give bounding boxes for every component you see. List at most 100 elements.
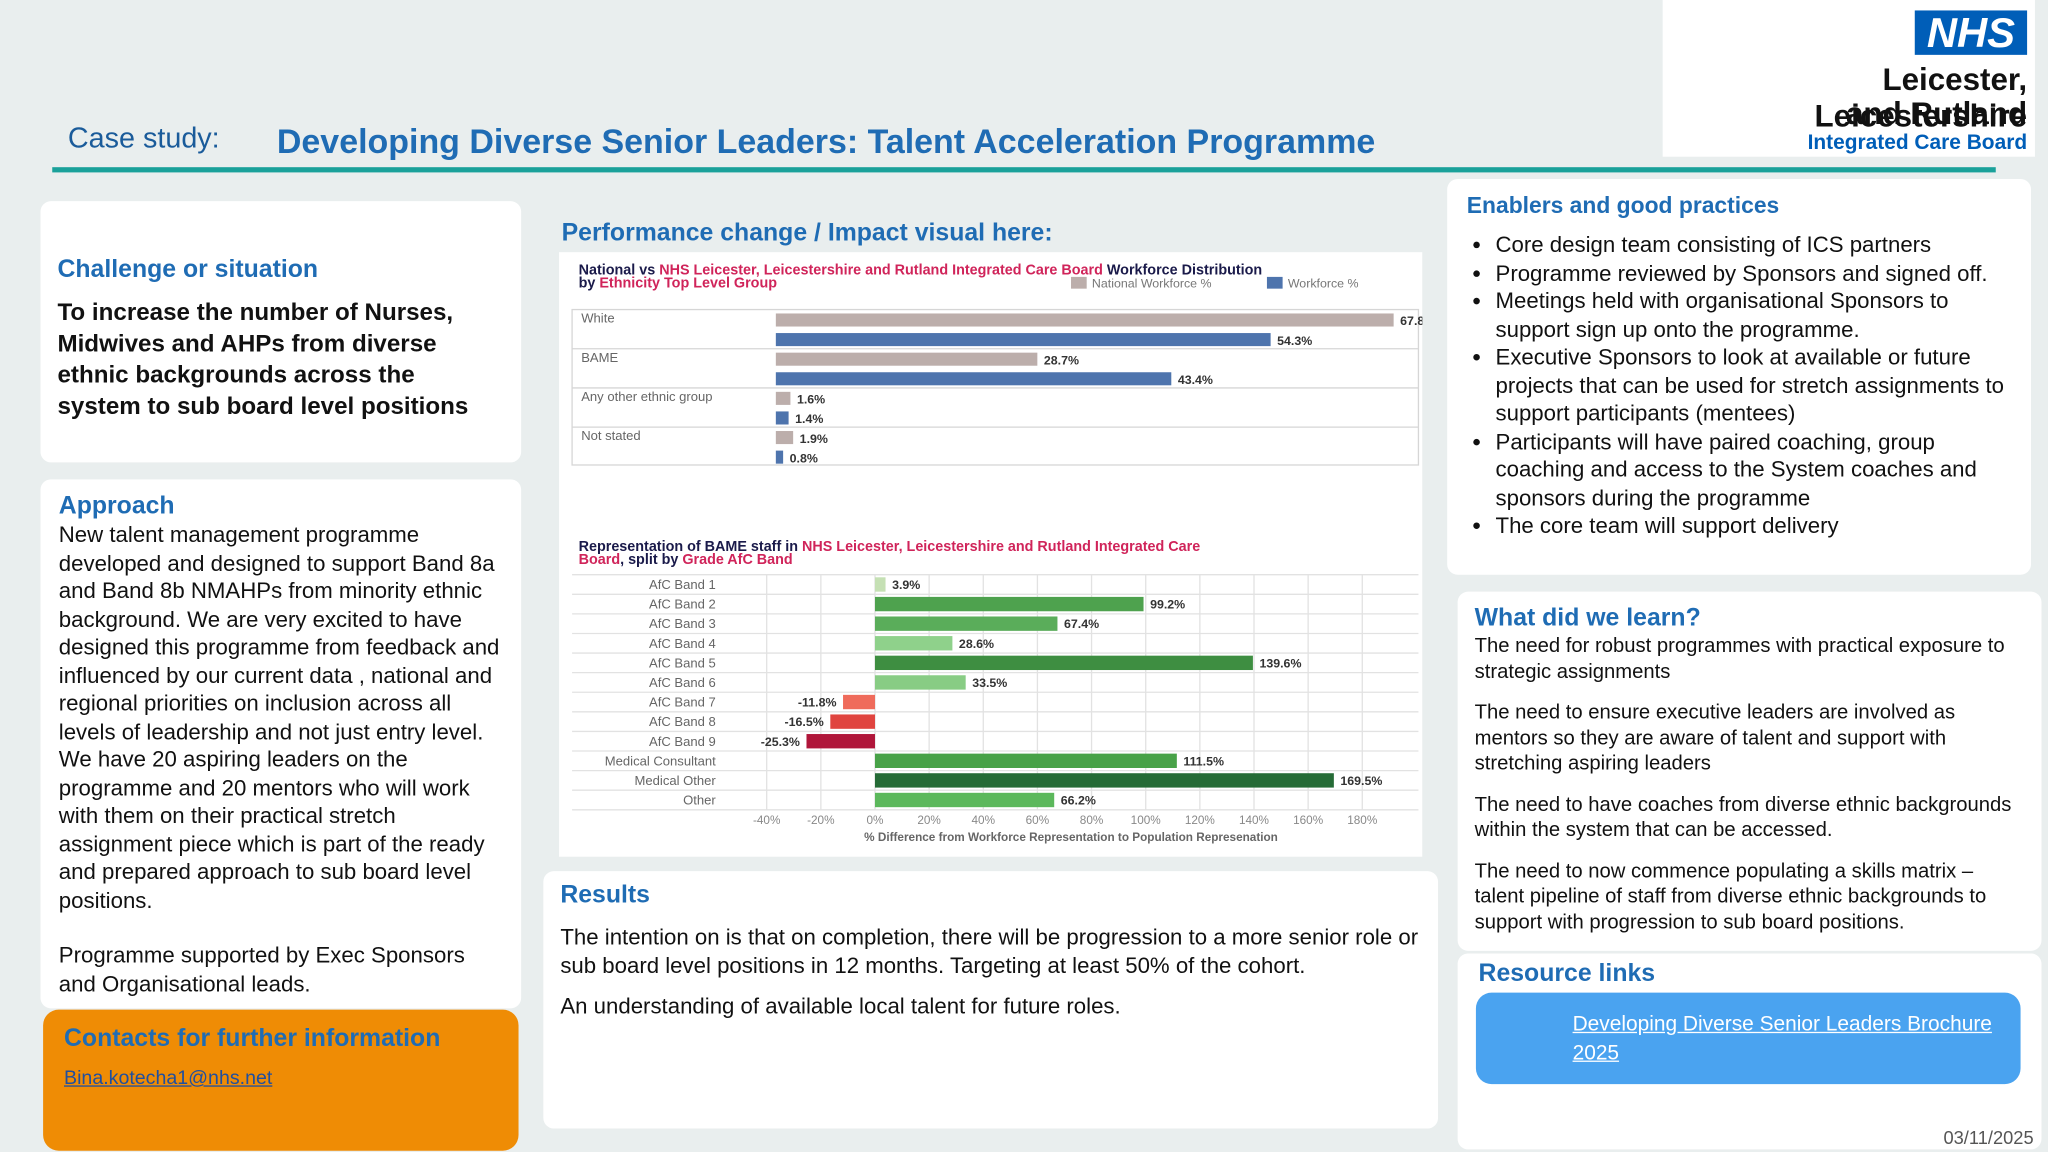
category-label: Any other ethnic group: [581, 389, 712, 404]
title-part: , split by: [620, 552, 682, 568]
value-label: -11.8%: [798, 696, 837, 710]
org-name: and Rutland: [1845, 96, 2028, 132]
date: 03/11/2025: [1943, 1127, 2034, 1149]
list-item: Core design team consisting of ICS partn…: [1496, 231, 2012, 259]
value-label: 66.2%: [1061, 794, 1096, 808]
bar: [874, 773, 1334, 788]
list: Core design team consisting of ICS partn…: [1467, 231, 2012, 540]
heading: Challenge or situation: [57, 255, 319, 284]
heading: Results: [560, 881, 650, 910]
case-label: Case study:: [67, 121, 220, 155]
learn-text: The need for robust programmes with prac…: [1475, 633, 2025, 935]
bar: [874, 753, 1177, 768]
legend-label: Workforce %: [1288, 276, 1359, 290]
x-tick-label: 160%: [1293, 814, 1324, 827]
category-label: White: [581, 311, 614, 326]
logo: NHS Leicester, Leicestershire and Rutlan…: [1662, 0, 2035, 157]
heading: Contacts for further information: [63, 1025, 441, 1053]
value-label: 169.5%: [1340, 774, 1382, 788]
category-label: BAME: [581, 350, 618, 365]
heading: What did we learn?: [1474, 604, 1701, 633]
bar: [775, 313, 1394, 327]
approach-card: Approach New talent management programme…: [40, 479, 522, 1009]
bar: [874, 792, 1055, 808]
category-label: AfC Band 4: [649, 636, 716, 651]
legend-swatch: [1071, 276, 1087, 289]
impact-heading: Performance change / Impact visual here:: [562, 219, 1053, 248]
category-label: Medical Other: [635, 773, 717, 788]
bar: [874, 636, 953, 651]
text: An understanding of available local tale…: [560, 993, 1121, 1019]
title-part: by: [579, 275, 600, 291]
x-tick-label: -20%: [807, 814, 835, 827]
bar: [775, 450, 784, 464]
list-item: Programme reviewed by Sponsors and signe…: [1496, 259, 2012, 287]
org-subtitle: Integrated Care Board: [1807, 131, 2028, 155]
text: The intention on is that on completion, …: [560, 924, 1419, 978]
text: Programme supported by Exec Sponsors and…: [58, 943, 465, 996]
impact-charts: National vs NHS Leicester, Leicestershir…: [559, 252, 1423, 857]
title-part: Board: [579, 552, 621, 568]
category-label: AfC Band 9: [649, 734, 716, 749]
value-label: 1.4%: [795, 412, 823, 426]
email-link[interactable]: Bina.kotecha1@nhs.net: [63, 1067, 273, 1090]
value-label: 43.4%: [1178, 373, 1213, 387]
chart-title: National vs NHS Leicester, Leicestershir…: [579, 262, 1263, 278]
title-part: Ethnicity Top Level Group: [599, 275, 777, 291]
text: To increase the number of Nurses, Midwiv…: [57, 297, 469, 420]
brochure-link[interactable]: Developing Diverse Senior Leaders Brochu…: [1572, 1013, 1992, 1065]
value-label: 67.4%: [1064, 617, 1099, 631]
bar: [874, 596, 1144, 612]
bar: [775, 333, 1271, 347]
learn-card: What did we learn? The need for robust p…: [1457, 591, 2042, 951]
value-label: 28.7%: [1044, 353, 1079, 367]
x-axis-label: % Difference from Workforce Representati…: [864, 831, 1278, 844]
text: The need to now commence populating a sk…: [1474, 860, 1987, 934]
category-label: Medical Consultant: [605, 753, 716, 768]
value-label: 99.2%: [1150, 598, 1185, 612]
heading: Enablers and good practices: [1466, 191, 1780, 219]
value-label: 1.9%: [800, 432, 828, 446]
x-tick-label: -40%: [753, 814, 781, 827]
title-part: National vs: [579, 262, 660, 278]
category-label: Other: [683, 793, 716, 808]
title-part: NHS Leicester, Leicestershire and Rutlan…: [802, 539, 1200, 555]
category-label: AfC Band 2: [649, 597, 716, 612]
bar: [830, 714, 875, 729]
value-label: 67.8%: [1400, 314, 1422, 328]
bar: [775, 391, 791, 405]
value-label: 111.5%: [1183, 754, 1224, 768]
contacts-card: Contacts for further information Bina.ko…: [43, 1009, 519, 1151]
category-label: AfC Band 7: [649, 695, 716, 710]
value-label: 33.5%: [972, 676, 1007, 690]
category-label: AfC Band 8: [649, 714, 716, 729]
value-label: -25.3%: [761, 735, 800, 749]
list-item: The core team will support delivery: [1496, 512, 2012, 540]
value-label: 139.6%: [1259, 656, 1301, 670]
heading: Approach: [58, 492, 175, 520]
x-tick-label: 60%: [1026, 814, 1050, 827]
bar: [874, 675, 966, 690]
x-tick-label: 140%: [1239, 814, 1270, 827]
heading: Resource links: [1478, 959, 1656, 988]
text: The need for robust programmes with prac…: [1474, 634, 2005, 683]
x-tick-label: 20%: [917, 814, 941, 827]
title-rule: [52, 167, 1996, 173]
legend-label: National Workforce %: [1092, 276, 1212, 290]
bar: [874, 577, 886, 592]
text: New talent management programme develope…: [58, 522, 500, 913]
link-button[interactable]: Developing Diverse Senior Leaders Brochu…: [1475, 992, 2021, 1085]
category-label: Not stated: [581, 428, 640, 443]
title-part: NHS Leicester, Leicestershire and Rutlan…: [659, 262, 1103, 278]
chart-title: Representation of BAME staff in NHS Leic…: [579, 539, 1201, 555]
x-tick-label: 80%: [1080, 814, 1104, 827]
bar: [775, 372, 1172, 386]
value-label: 28.6%: [959, 637, 994, 651]
results-card: Results The intention on is that on comp…: [543, 871, 1439, 1129]
legend-swatch: [1266, 276, 1283, 289]
category-label: AfC Band 6: [649, 675, 716, 690]
bar: [843, 694, 875, 710]
list-item: Executive Sponsors to look at available …: [1496, 344, 2012, 428]
